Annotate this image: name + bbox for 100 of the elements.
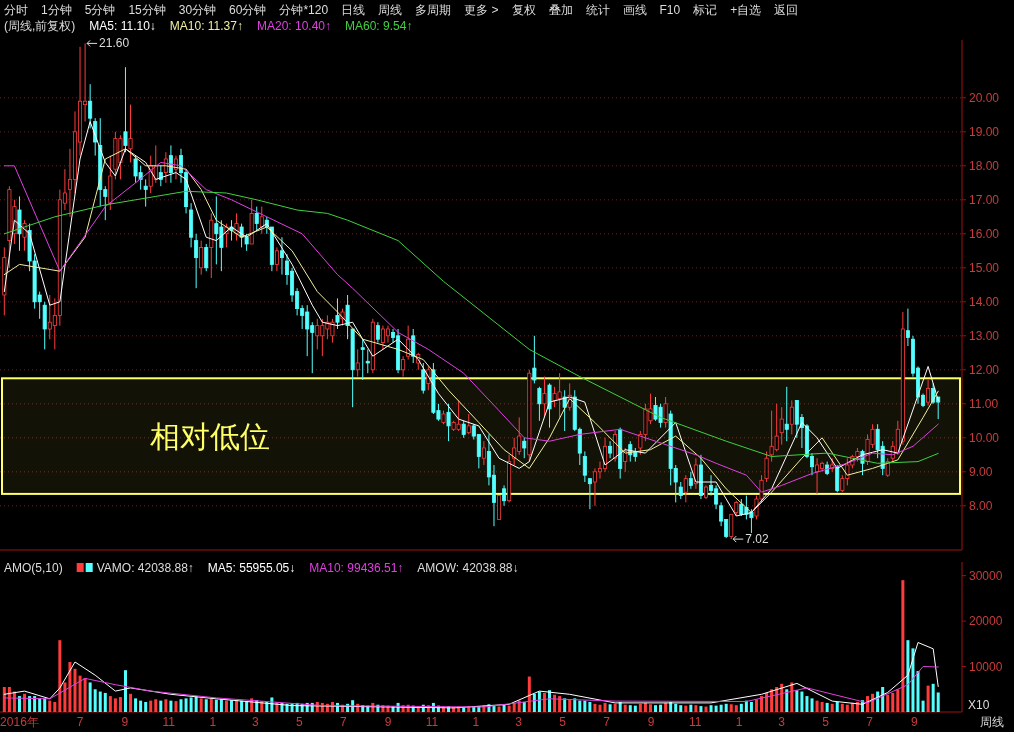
candlestick <box>789 399 794 435</box>
candlestick <box>199 240 204 276</box>
text: 15分钟 <box>128 3 166 17</box>
candlestick <box>815 457 820 495</box>
y-tick-label: 17.00 <box>969 192 1000 207</box>
x-tick-label: 7 <box>339 715 347 729</box>
candlestick <box>385 325 390 344</box>
y-tick-label: 15.00 <box>969 260 1000 275</box>
y-tick-label: 20.00 <box>969 90 1000 105</box>
candlestick <box>587 478 592 510</box>
candlestick <box>365 348 370 374</box>
candlestick <box>683 474 688 503</box>
text: 分时 <box>4 3 28 17</box>
y-tick-label: 16.00 <box>969 226 1000 241</box>
annotation: 21.60 <box>99 36 130 51</box>
x-tick-label: 7 <box>76 715 84 729</box>
text: 日线 <box>341 3 366 17</box>
x-tick-label: 7 <box>603 715 611 729</box>
candlestick <box>375 321 380 344</box>
candlestick <box>547 382 552 429</box>
y-tick-label: 30000 <box>969 568 1003 583</box>
text: 60分钟 <box>229 3 267 17</box>
x-tick-label: 5 <box>559 715 567 729</box>
candlestick <box>466 413 471 435</box>
candlestick <box>254 206 259 231</box>
text: 复权 <box>511 3 536 17</box>
x-tick-label: 11 <box>688 715 702 729</box>
candlestick <box>542 376 547 418</box>
x-tick-label: 1 <box>735 715 743 729</box>
candlestick <box>688 471 693 490</box>
text: MA60: 9.54↑ <box>345 19 413 33</box>
candlestick <box>345 294 350 340</box>
y-tick-label: 19.00 <box>969 124 1000 139</box>
x-tick-label: 9 <box>647 715 655 729</box>
candlestick <box>204 243 209 272</box>
band-label: 相对低位 <box>150 420 270 454</box>
text: 多周期 <box>415 3 452 17</box>
x-tick-label: 5 <box>822 715 830 729</box>
y-tick-label: 20000 <box>969 614 1003 629</box>
candlestick <box>779 406 784 446</box>
annotation: AMOW: 42038.88↓ <box>417 561 519 575</box>
candlestick <box>274 246 279 272</box>
text: 5分钟 <box>84 3 116 17</box>
candlestick <box>784 386 789 442</box>
x-tick-label: 9 <box>121 715 129 729</box>
text: MA20: 10.40↑ <box>256 19 332 33</box>
text: X10 <box>968 698 990 712</box>
y-tick-label: 18.00 <box>969 158 1000 173</box>
x-tick-label: 3 <box>778 715 786 729</box>
annotation: 7.02 <box>745 532 769 547</box>
candlestick <box>502 484 507 507</box>
chart-title: (周线,前复权) <box>4 19 76 33</box>
y-tick-label: 11.00 <box>969 396 999 411</box>
x-tick-label: 11 <box>162 715 176 729</box>
x-tick-label: 5 <box>295 715 303 729</box>
candlestick <box>123 66 128 153</box>
y-tick-label: 8.00 <box>969 498 993 513</box>
candlestick <box>17 195 22 252</box>
candlestick <box>608 440 613 459</box>
text: +自选 <box>730 3 762 17</box>
x-tick-label: 3 <box>515 715 523 729</box>
candlestick <box>355 348 360 378</box>
x-tick-label: 1 <box>209 715 217 729</box>
x-tick-label: 9 <box>384 715 392 729</box>
text: 标记 <box>692 3 718 17</box>
text: 分钟*120 <box>279 3 329 17</box>
x-tick-label: 11 <box>425 715 439 729</box>
candlestick <box>446 403 451 442</box>
candlestick <box>421 362 426 395</box>
candlestick <box>497 495 502 520</box>
candlestick <box>279 236 284 276</box>
y-tick-label: 9.00 <box>969 464 993 479</box>
text: MA10: 11.37↑ <box>169 19 243 33</box>
candlestick <box>537 386 542 422</box>
candlestick <box>926 379 931 406</box>
candlestick <box>88 83 93 129</box>
candlestick <box>128 104 133 163</box>
candlestick <box>764 450 769 483</box>
x-tick-label: 3 <box>251 715 259 729</box>
x-tick-label: 9 <box>911 715 919 729</box>
text: MA5: 55955.05↓ <box>207 561 296 575</box>
text: MA5: 11.10↓ <box>89 19 156 33</box>
x-tick-label: 7 <box>866 715 874 729</box>
candlestick <box>522 437 527 459</box>
candlestick <box>512 437 517 466</box>
candlestick <box>360 338 365 381</box>
candlestick <box>663 396 668 429</box>
candlestick <box>481 440 486 466</box>
y-tick-label: 14.00 <box>969 294 1000 309</box>
candlestick <box>532 335 537 384</box>
candlestick <box>42 301 47 350</box>
candlestick <box>143 178 148 208</box>
y-tick-label: 10000 <box>969 659 1003 674</box>
text: 周线 <box>378 3 403 17</box>
legend-label: VAMO: 42038.88↑ <box>96 561 194 575</box>
text: F10 <box>659 3 681 17</box>
candlestick <box>729 513 734 540</box>
text: 叠加 <box>548 3 573 17</box>
candlestick <box>905 308 910 347</box>
y-tick-label: 10.00 <box>969 430 1000 445</box>
